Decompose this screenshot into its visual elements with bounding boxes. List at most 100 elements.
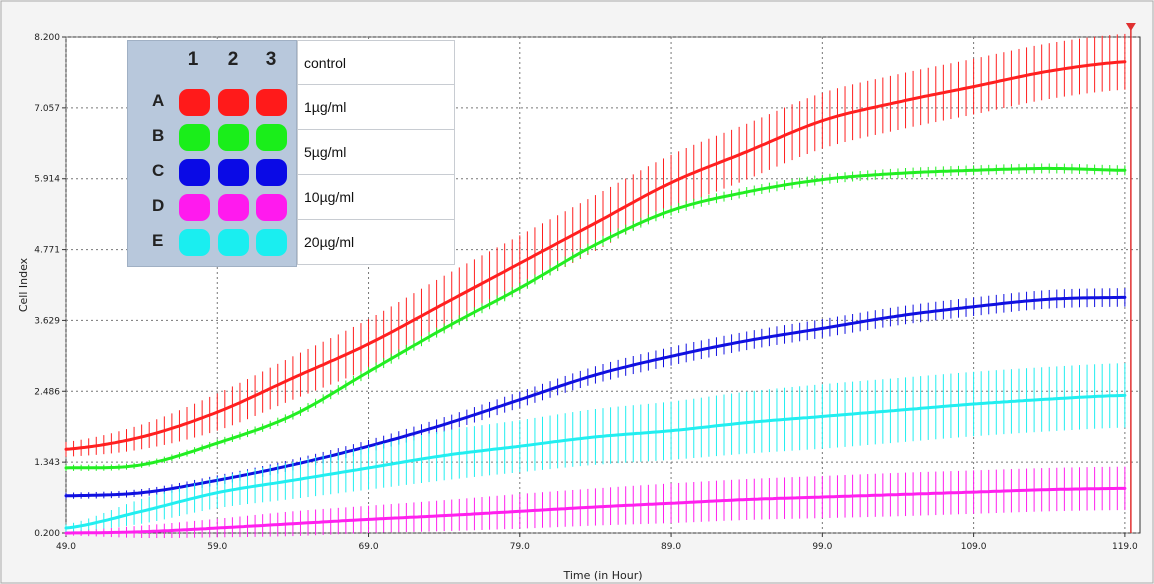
data-point <box>1123 486 1127 490</box>
x-tick-label: 69.0 <box>359 542 379 552</box>
legend-label-control: control <box>297 40 455 85</box>
data-point <box>367 517 371 521</box>
data-point <box>593 243 597 247</box>
data-point <box>518 444 522 448</box>
data-point <box>896 314 900 318</box>
well-a1[interactable] <box>179 89 210 116</box>
row-header-b: B <box>152 126 165 145</box>
data-point <box>215 410 219 414</box>
x-tick-label: 89.0 <box>661 542 681 552</box>
legend-label-10ug: 10µg/ml <box>297 175 455 220</box>
y-tick-label: 0.200 <box>34 529 60 539</box>
data-point <box>820 495 824 499</box>
data-point <box>291 413 295 417</box>
data-point <box>140 509 144 513</box>
data-point <box>215 441 219 445</box>
x-tick-label: 49.0 <box>56 542 76 552</box>
data-point <box>593 373 597 377</box>
y-tick-label: 3.629 <box>34 316 60 326</box>
column-header-2: 2 <box>227 49 239 70</box>
data-point <box>896 493 900 497</box>
data-point <box>442 326 446 330</box>
data-point <box>745 190 749 194</box>
column-header-3: 3 <box>265 49 277 70</box>
data-point <box>1047 488 1051 492</box>
well-e2[interactable] <box>218 229 249 256</box>
data-point <box>896 408 900 412</box>
data-point <box>896 171 900 175</box>
data-point <box>442 514 446 518</box>
data-point <box>518 286 522 290</box>
y-tick-label: 2.486 <box>34 387 60 397</box>
data-point <box>64 494 68 498</box>
data-point <box>820 414 824 418</box>
data-point <box>1123 168 1127 172</box>
time-marker-handle[interactable] <box>1125 23 1136 31</box>
y-tick-label: 1.343 <box>34 458 60 468</box>
data-point <box>140 491 144 495</box>
y-tick-label: 4.771 <box>34 246 60 256</box>
well-b1[interactable] <box>179 124 210 151</box>
legend-labels: control 1µg/ml 5µg/ml 10µg/ml 20µg/ml <box>297 40 455 265</box>
data-point <box>1123 393 1127 397</box>
data-point <box>669 354 673 358</box>
data-point <box>1123 295 1127 299</box>
well-c3[interactable] <box>256 159 287 186</box>
well-a3[interactable] <box>256 89 287 116</box>
x-tick-label: 59.0 <box>207 542 227 552</box>
legend-label-5ug: 5µg/ml <box>297 130 455 175</box>
data-point <box>745 498 749 502</box>
well-b3[interactable] <box>256 124 287 151</box>
row-header-d: D <box>152 196 165 215</box>
well-d2[interactable] <box>218 194 249 221</box>
well-b2[interactable] <box>218 124 249 151</box>
data-point <box>1047 69 1051 73</box>
data-point <box>820 326 824 330</box>
well-c2[interactable] <box>218 159 249 186</box>
data-point <box>745 150 749 154</box>
data-point <box>896 100 900 104</box>
well-e1[interactable] <box>179 229 210 256</box>
data-point <box>367 466 371 470</box>
y-tick-label: 7.057 <box>34 104 60 114</box>
data-point <box>1123 60 1127 64</box>
data-point <box>367 342 371 346</box>
well-a2[interactable] <box>218 89 249 116</box>
x-tick-label: 79.0 <box>510 542 530 552</box>
data-point <box>1047 166 1051 170</box>
x-tick-label: 119.0 <box>1112 542 1138 552</box>
data-point <box>669 181 673 185</box>
series-0 <box>64 33 1127 457</box>
well-plate-map: 1 2 3 A B C D E <box>127 40 297 267</box>
plate-legend: 1 2 3 A B C D E control 1µg/ml 5µg/ml 10… <box>127 40 457 271</box>
well-c1[interactable] <box>179 159 210 186</box>
data-point <box>669 429 673 433</box>
data-point <box>972 168 976 172</box>
data-point <box>291 376 295 380</box>
data-point <box>972 305 976 309</box>
data-point <box>64 447 68 451</box>
well-d3[interactable] <box>256 194 287 221</box>
data-point <box>291 522 295 526</box>
data-point <box>593 505 597 509</box>
data-point <box>745 421 749 425</box>
legend-label-20ug: 20µg/ml <box>297 220 455 265</box>
series-1 <box>64 163 1127 471</box>
well-d1[interactable] <box>179 194 210 221</box>
series-layer <box>64 33 1127 539</box>
legend-label-1ug: 1µg/ml <box>297 85 455 130</box>
data-point <box>669 501 673 505</box>
data-point <box>820 119 824 123</box>
data-point <box>367 370 371 374</box>
data-point <box>518 398 522 402</box>
row-header-c: C <box>152 161 165 180</box>
data-point <box>972 402 976 406</box>
data-point <box>745 339 749 343</box>
data-point <box>972 85 976 89</box>
data-point <box>593 435 597 439</box>
y-axis-title: Cell Index <box>17 257 30 312</box>
x-axis: 49.0 59.0 69.0 79.0 89.0 99.0 109.0 119.0 <box>56 533 1138 552</box>
well-e3[interactable] <box>256 229 287 256</box>
x-tick-label: 109.0 <box>961 542 987 552</box>
row-header-a: A <box>152 91 165 110</box>
